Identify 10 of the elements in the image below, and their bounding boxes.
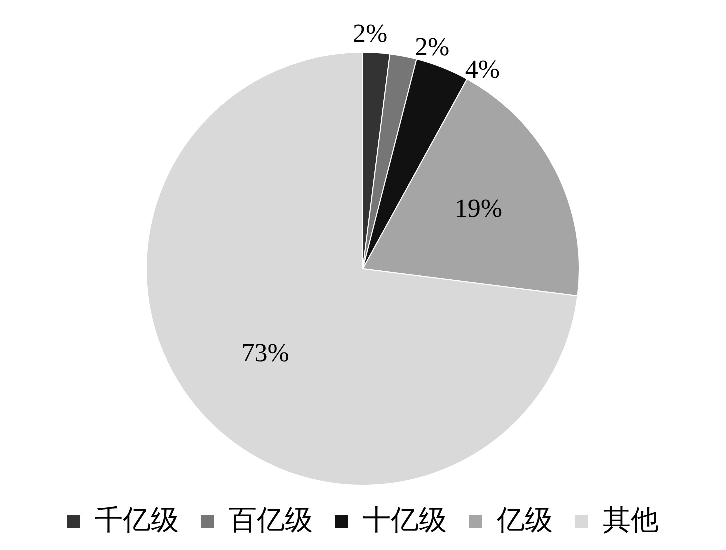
data-label: 19% [454, 194, 503, 223]
legend-label: 千亿级 [95, 505, 179, 536]
data-label: 73% [242, 338, 290, 368]
data-label: 2% [414, 32, 450, 62]
legend-label: 其他 [603, 505, 659, 536]
legend-label: 亿级 [496, 505, 553, 536]
data-label: 4% [465, 54, 500, 84]
data-label: 2% [353, 18, 388, 48]
legend-label: 百亿级 [229, 505, 313, 536]
legend-label: 十亿级 [363, 505, 447, 536]
